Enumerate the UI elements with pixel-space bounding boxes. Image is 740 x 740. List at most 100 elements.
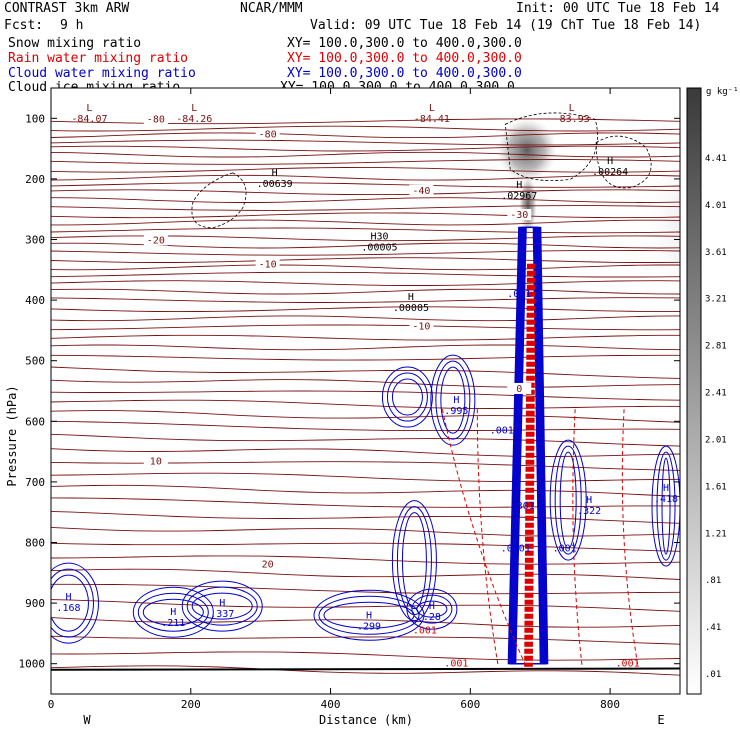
extremum-mark: H: [408, 292, 414, 303]
isotherm-label: -10: [412, 322, 430, 333]
y-tick-label: 800: [25, 537, 45, 550]
isotherm: [51, 257, 680, 263]
extremum-mark: L: [191, 103, 197, 114]
isotherm-label: -10: [259, 260, 277, 271]
isotherm: [51, 599, 680, 612]
cloud-water-cell: [51, 568, 94, 638]
rain-contour: [526, 263, 531, 667]
extremum-value: .168: [56, 603, 80, 614]
cloud-water-cell: [191, 592, 253, 620]
isotherm-label: -20: [147, 236, 165, 247]
colorbar-label: 1.61: [705, 482, 727, 492]
colorbar-unit: g kg⁻¹: [706, 87, 739, 97]
cloud-water-cell: [661, 457, 671, 555]
legend-snow-xy: XY= 100.0,300.0 to 400.0,300.0: [287, 36, 522, 51]
isotherm: [51, 497, 680, 508]
extremum-mark: H: [607, 156, 613, 167]
extremum-mark: H: [429, 601, 435, 612]
cloud-water-cell: [51, 574, 89, 632]
colorbar-label: .81: [705, 576, 721, 586]
isotherm: [51, 379, 680, 388]
plot-frame: [50, 87, 681, 695]
extremum-mark: H30: [370, 232, 388, 243]
isotherm: [51, 280, 680, 286]
isotherm: [51, 145, 680, 152]
y-tick-label: 600: [25, 415, 45, 428]
isotherm: [51, 390, 680, 401]
legend-rain-xy: XY= 100.0,300.0 to 400.0,300.0: [287, 51, 522, 66]
y-tick-label: 400: [25, 294, 45, 307]
rain-contour-outer: [572, 409, 583, 667]
isotherm-label-bg: [255, 258, 280, 270]
isotherm: [51, 182, 680, 188]
extremum-mark: H: [516, 180, 522, 191]
cloud-water-cell: [318, 595, 420, 635]
x-tick-label: 400: [321, 698, 341, 711]
cloud-water-cell: [186, 586, 258, 626]
colorbar-label: .41: [705, 623, 721, 633]
legend-snow: Snow mixing ratio: [8, 36, 142, 51]
cloud-water-cell: [381, 366, 433, 428]
isotherm: [51, 315, 680, 322]
isotherm: [51, 159, 680, 165]
isotherm: [51, 297, 680, 303]
isotherm: [51, 139, 680, 146]
isotherm-label: -80: [259, 129, 277, 140]
x-tick-label: 0: [48, 698, 55, 711]
extremum-value: .322: [577, 506, 601, 517]
rain-contour: [527, 263, 532, 667]
ice-contour: [595, 135, 652, 189]
isotherm: [51, 617, 680, 628]
extremum-mark: H: [586, 495, 592, 506]
isotherm: [51, 555, 680, 565]
colorbar-label: 2.81: [705, 342, 727, 352]
isotherm-label: -80: [147, 114, 165, 125]
extremum-value: .211: [161, 618, 185, 629]
isotherm-label-bg: [143, 234, 168, 246]
y-tick-label: 300: [25, 234, 45, 247]
isotherm: [51, 197, 680, 203]
y-tick-label: 700: [25, 476, 45, 489]
x-tick-label: 800: [600, 698, 620, 711]
isotherm: [51, 249, 680, 256]
x-axis-label: Distance (km): [319, 713, 413, 727]
isotherm: [51, 635, 680, 645]
extremum-value: .995: [444, 406, 468, 417]
isotherm: [51, 433, 680, 447]
extremum-value: -84.26: [176, 114, 212, 125]
cloud-water-cell: [386, 372, 428, 422]
compass-west: W: [83, 713, 91, 727]
colorbar-label: 1.21: [705, 529, 727, 539]
colorbar-label: 3.21: [705, 295, 727, 305]
colorbar-label: 2.41: [705, 389, 727, 399]
rain-contour-outer: [621, 409, 639, 667]
isotherm: [51, 568, 680, 580]
cloud-water-cell: [142, 598, 204, 626]
cloud-water-cell: [416, 600, 448, 618]
isotherm: [51, 306, 680, 313]
contour-label: .001: [553, 544, 577, 555]
cloud-water-cell: [401, 512, 427, 610]
isotherm-label: -40: [412, 186, 430, 197]
isotherm-label-bg: [143, 455, 168, 467]
isotherm: [51, 344, 680, 351]
colorbar: [686, 87, 702, 695]
isotherm: [51, 651, 680, 661]
extremum-value: .299: [357, 621, 381, 632]
rain-contour: [531, 263, 536, 667]
model-title: CONTRAST 3km ARW: [4, 1, 130, 16]
isotherm: [51, 125, 680, 132]
cloud-water-cell: [391, 500, 437, 622]
ice-shading-east: [635, 170, 680, 280]
fcst-value: 9 h: [60, 18, 84, 33]
cloud-water-cell: [411, 594, 453, 624]
isotherm: [51, 212, 680, 219]
cloud-water-cell: [430, 354, 476, 446]
isotherm: [51, 189, 680, 196]
legend-rain: Rain water mixing ratio: [8, 51, 189, 66]
isotherm: [51, 288, 680, 295]
rain-contour: [525, 263, 530, 667]
legend-cloudwater: Cloud water mixing ratio: [8, 66, 196, 81]
contour-label: .001: [444, 659, 468, 670]
